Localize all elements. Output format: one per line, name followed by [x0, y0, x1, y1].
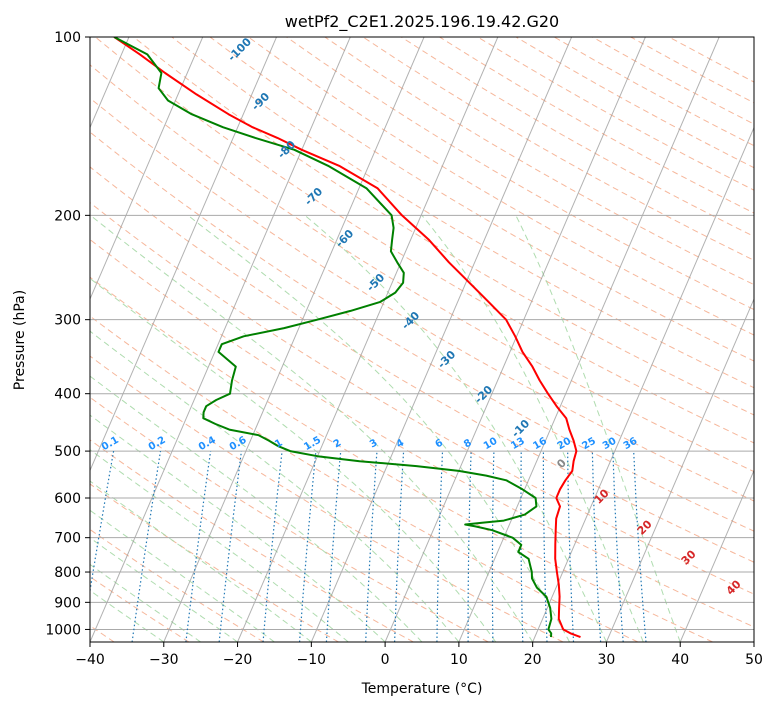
dry-adiabat-line: [363, 37, 775, 642]
x-axis-label: Temperature (°C): [361, 681, 483, 697]
mixing-ratio-label: 4: [395, 437, 407, 450]
y-axis-label: Pressure (hPa): [12, 290, 28, 390]
moist-adiabat-line: [516, 215, 680, 642]
isotherm-label: -40: [399, 309, 422, 332]
moist-adiabat-line: [0, 215, 164, 642]
dry-adiabat-line: [0, 37, 775, 642]
dry-adiabat-line: [0, 37, 189, 642]
moist-adiabat-line: [0, 215, 274, 642]
x-tick-label: 30: [598, 652, 616, 668]
y-tick-label: 900: [54, 595, 81, 611]
mixing-ratio-label: 20: [556, 436, 574, 453]
isotherm-label: 10: [592, 486, 612, 506]
dry-adiabat-line: [0, 37, 775, 642]
isotherm-line: [311, 37, 571, 642]
mixing-ratio-label: 0.1: [100, 435, 121, 453]
dry-adiabat-line: [0, 37, 713, 642]
dry-adiabat-line: [57, 37, 775, 642]
moist-adiabat-line: [0, 215, 201, 642]
y-tick-label: 300: [54, 313, 81, 329]
y-tick-label: 500: [54, 444, 81, 460]
mixing-ratio-line: [568, 451, 574, 642]
moist-adiabat-line: [13, 215, 496, 642]
dewpoint-profile-line: [114, 37, 551, 637]
mixing-ratio-label: 3: [368, 437, 380, 450]
moist-adiabat-line: [0, 215, 238, 642]
mixing-ratio-label: 0.2: [147, 435, 168, 453]
x-tick-label: 0: [381, 652, 390, 668]
x-tick-label: −20: [223, 652, 253, 668]
isotherm-label: 40: [724, 577, 744, 597]
x-tick-label: 50: [745, 652, 763, 668]
dry-adiabat-line: [631, 37, 775, 642]
x-tick-label: −40: [75, 652, 105, 668]
mixing-ratio-line: [492, 451, 494, 642]
isotherm-label: -80: [275, 138, 298, 161]
isotherm-label: -20: [472, 383, 495, 406]
mixing-ratio-label: 2: [332, 437, 344, 450]
dry-adiabat-line: [248, 37, 775, 642]
x-tick-label: 10: [450, 652, 468, 668]
mixing-ratio-line: [592, 451, 600, 642]
mixing-ratio-label: 6: [434, 437, 446, 450]
dry-adiabat-line: [0, 37, 775, 642]
isotherm-line: [754, 37, 775, 642]
moist-adiabat-line: [0, 215, 348, 642]
isotherm-label: -10: [509, 417, 532, 440]
y-tick-label: 100: [54, 30, 81, 46]
dry-adiabat-line: [554, 37, 775, 642]
x-tick-label: 40: [671, 652, 689, 668]
mixing-ratio-line: [613, 451, 623, 642]
y-tick-label: 800: [54, 565, 81, 581]
x-tick-label: 20: [524, 652, 542, 668]
isotherm-line: [164, 37, 424, 642]
moist-adiabat-line: [305, 215, 607, 642]
dry-adiabat-line: [95, 37, 775, 642]
isotherm-label: -60: [333, 227, 356, 250]
mixing-ratio-label: 0.4: [197, 435, 218, 453]
isotherm-line: [385, 37, 645, 642]
mixing-ratio-line: [437, 451, 443, 642]
mixing-ratio-line: [263, 451, 282, 642]
y-tick-label: 1000: [45, 622, 81, 638]
mixing-ratio-label: 10: [482, 436, 500, 453]
dry-adiabat-line: [134, 37, 775, 642]
mixing-ratio-label: 25: [580, 436, 598, 453]
dry-adiabat-line: [0, 37, 488, 642]
isotherm-line: [533, 37, 775, 642]
isotherm-label: 30: [679, 547, 699, 567]
dry-adiabat-line: [0, 37, 638, 642]
y-tick-label: 600: [54, 491, 81, 507]
isotherm-line: [0, 37, 203, 642]
y-tick-label: 700: [54, 531, 81, 547]
mixing-ratio-line: [634, 451, 646, 642]
isotherm-line: [680, 37, 775, 642]
isotherm-line: [459, 37, 719, 642]
x-tick-label: −10: [297, 652, 327, 668]
isotherm-line: [90, 37, 350, 642]
isotherm-label: 0: [554, 456, 569, 471]
mixing-ratio-line: [186, 451, 211, 642]
isotherm-label: 20: [635, 517, 655, 537]
mixing-ratio-label: 0.6: [228, 435, 249, 453]
y-tick-label: 200: [54, 208, 81, 224]
dry-adiabat-line: [0, 37, 413, 642]
dry-adiabat-line: [0, 37, 775, 642]
dry-adiabat-line: [592, 37, 775, 642]
dry-adiabat-line: [440, 37, 775, 642]
isotherm-label: -30: [435, 348, 458, 371]
x-tick-label: −30: [149, 652, 179, 668]
mixing-ratio-line: [82, 451, 114, 642]
temperature-profile-line: [114, 37, 580, 637]
isotherm-label: -100: [225, 35, 254, 64]
dry-adiabat-line: [287, 37, 775, 642]
y-tick-label: 400: [54, 387, 81, 403]
chart-title: wetPf2_C2E1.2025.196.19.42.G20: [285, 12, 559, 32]
